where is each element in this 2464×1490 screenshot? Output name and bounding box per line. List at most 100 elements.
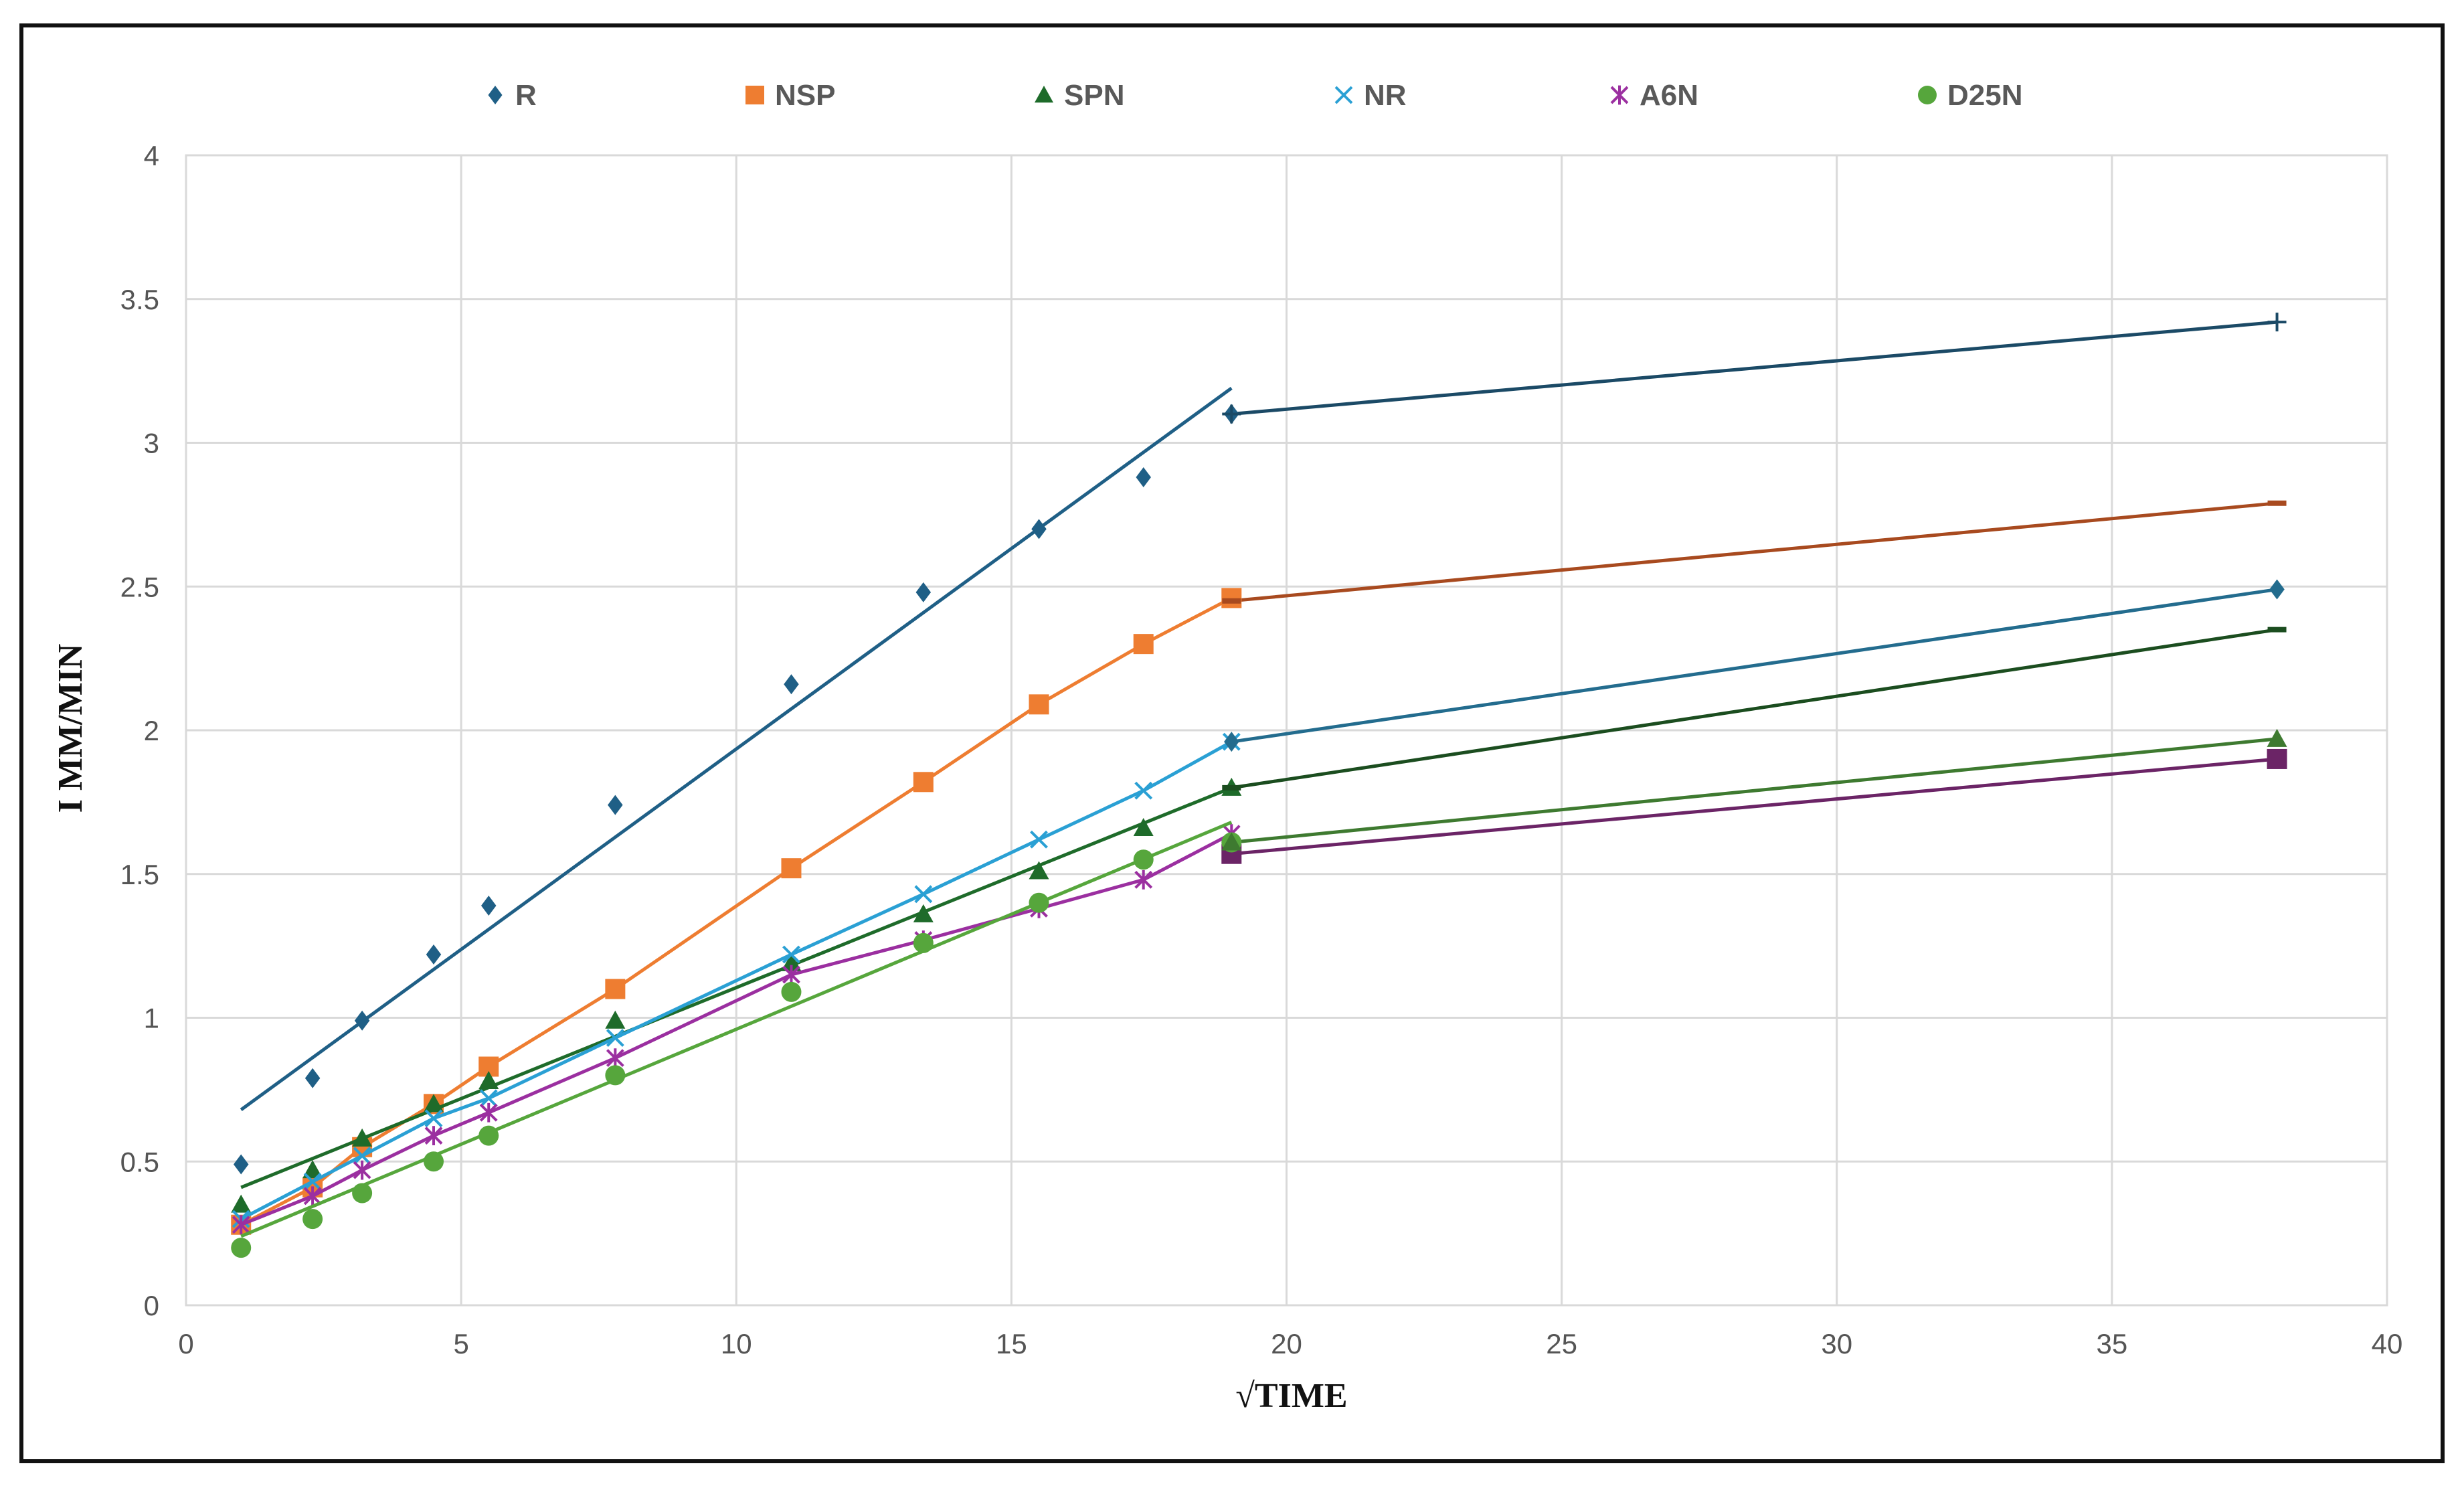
legend-item-nr: NR xyxy=(1334,79,1407,112)
legend-item-r: R xyxy=(488,79,537,112)
series-r-point xyxy=(1031,519,1047,540)
series-layer xyxy=(231,313,2287,1258)
series-nr-point-stroke xyxy=(353,1147,371,1165)
y-tick-label: 0.5 xyxy=(120,1146,159,1177)
series-spn-extension-line xyxy=(1231,628,2277,790)
series-r-extension-point xyxy=(2267,313,2287,332)
series-r-point xyxy=(480,895,497,916)
series-nr-point-stroke xyxy=(606,1029,624,1047)
series-nsp-point xyxy=(605,979,626,999)
series-a6n-point xyxy=(353,1160,371,1180)
series-spn-point xyxy=(1029,861,1049,880)
series-r-trendline xyxy=(240,386,1233,1111)
series-nr-point-stroke xyxy=(782,945,800,964)
series-nsp-point xyxy=(1133,634,1154,655)
series-d25n-point xyxy=(1133,849,1154,870)
series-nsp-point xyxy=(1029,694,1049,715)
series-nr-point xyxy=(353,1147,371,1165)
legend-r-marker xyxy=(488,86,503,104)
series-d25n-point xyxy=(781,981,802,1002)
series-a6n-point xyxy=(479,1102,498,1123)
series-nr-point xyxy=(303,1172,322,1191)
series-a6n-extension-line xyxy=(1231,757,2277,856)
series-d25n-point xyxy=(302,1209,323,1230)
series-nr-point xyxy=(606,1029,624,1047)
series-r-point xyxy=(784,674,799,695)
legend-d25n-marker xyxy=(1918,86,1937,104)
x-tick-label: 30 xyxy=(1821,1328,1852,1359)
series-nr-point xyxy=(782,945,800,964)
series-a6n-point xyxy=(424,1126,443,1145)
series-r-point xyxy=(915,582,932,602)
series-d25n-trendline xyxy=(240,821,1233,1238)
series-spn-point xyxy=(478,1070,499,1089)
series-r-point xyxy=(354,1010,370,1031)
y-tick-label: 3.5 xyxy=(120,284,159,315)
series-d25n-point xyxy=(352,1183,373,1204)
series-spn-trendline xyxy=(240,786,1233,1189)
grid-layer xyxy=(185,154,2388,1307)
series-spn-point xyxy=(231,1194,252,1213)
series-spn-point xyxy=(781,953,802,971)
y-tick-label: 2 xyxy=(144,715,159,746)
legend-d25n-label: D25N xyxy=(1947,79,2023,112)
y-tick-label: 1 xyxy=(144,1003,159,1034)
series-d25n-extension-line xyxy=(1231,737,2277,844)
series-nr-point-stroke xyxy=(479,1089,498,1108)
series-d25n-point xyxy=(913,932,934,953)
series-d25n-point xyxy=(605,1065,626,1086)
series-a6n-point xyxy=(1134,870,1153,890)
series-nr-point-stroke xyxy=(1030,830,1048,849)
series-d25n-point xyxy=(231,1238,252,1258)
series-d25n-point xyxy=(424,1151,444,1172)
series-nsp-extension-line xyxy=(1231,501,2277,603)
legend-spn-label: SPN xyxy=(1064,79,1124,112)
series-a6n-point xyxy=(232,1215,250,1235)
series-a6n-point xyxy=(303,1186,322,1206)
series-r-point xyxy=(233,1154,249,1175)
series-spn-point xyxy=(352,1128,373,1147)
series-d25n-extension-point xyxy=(2267,728,2287,747)
series-nr-point xyxy=(1030,830,1048,849)
legend-item-spn: SPN xyxy=(1035,79,1124,112)
series-a6n-point xyxy=(782,965,800,985)
y-tick-label: 0 xyxy=(144,1290,159,1321)
x-tick-label: 25 xyxy=(1546,1328,1577,1359)
series-nr-point xyxy=(914,885,933,904)
series-d25n xyxy=(231,728,2287,1258)
legend-nr-marker xyxy=(1334,86,1353,104)
legend-a6n-marker xyxy=(1610,85,1629,105)
x-tick-label: 0 xyxy=(178,1328,193,1359)
chart-border xyxy=(19,23,2445,1463)
legend-nr-label: NR xyxy=(1364,79,1407,112)
series-spn-point xyxy=(424,1094,444,1112)
series-nr-extension-point xyxy=(2269,579,2285,600)
legend-nsp-marker xyxy=(745,86,764,104)
series-nr-point-stroke xyxy=(303,1172,322,1191)
x-tick-label: 5 xyxy=(453,1328,468,1359)
series-spn xyxy=(231,627,2287,1213)
legend-a6n-label: A6N xyxy=(1640,79,1698,112)
x-tick-label: 40 xyxy=(2372,1328,2403,1359)
series-spn-point xyxy=(302,1160,323,1179)
series-d25n-point xyxy=(1029,892,1049,913)
series-nsp-point xyxy=(1221,588,1242,608)
series-nr-extension-line xyxy=(1231,588,2277,744)
series-d25n-extension-point xyxy=(1221,832,1242,851)
series-r-extension-line xyxy=(1231,320,2277,416)
series-nr-point-stroke xyxy=(1134,781,1153,800)
series-r-point xyxy=(1136,467,1151,488)
series-spn-point xyxy=(1133,818,1154,837)
series-nr-point-stroke xyxy=(424,1109,443,1128)
series-nsp-point xyxy=(781,858,802,879)
x-tick-label: 15 xyxy=(996,1328,1027,1359)
series-r-point xyxy=(304,1068,321,1088)
series-spn-point xyxy=(913,904,934,922)
x-tick-label: 35 xyxy=(2097,1328,2128,1359)
legend-item-nsp: NSP xyxy=(745,79,835,112)
series-nr-point-stroke xyxy=(914,885,933,904)
axis-layer: 00.511.522.533.540 5 10 15 20 25 30 35 40 xyxy=(120,140,2403,1359)
y-axis-title: I MM/MIN xyxy=(52,644,90,813)
x-tick-label: 10 xyxy=(721,1328,752,1359)
